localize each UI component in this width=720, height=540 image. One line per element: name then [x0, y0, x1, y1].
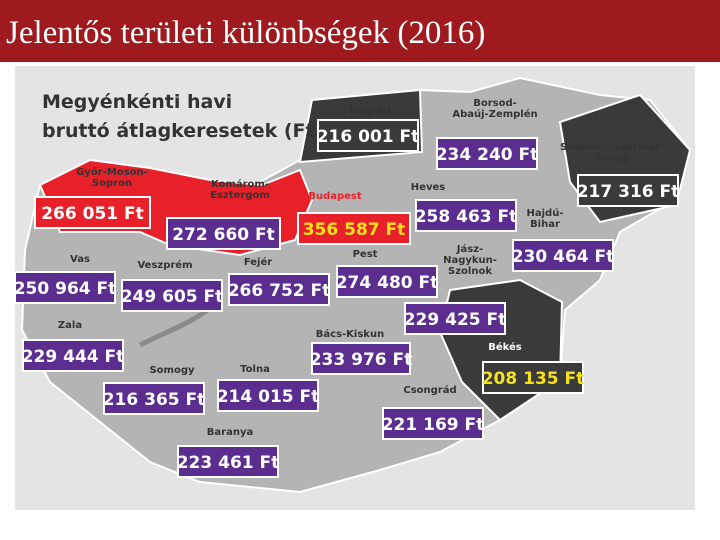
- region-name: Baranya: [207, 427, 253, 438]
- region-value: 229 425 Ft: [404, 310, 507, 330]
- region-value: 258 463 Ft: [415, 207, 518, 227]
- region-name: Veszprém: [137, 259, 192, 271]
- value-box: [512, 239, 614, 272]
- value-box: [382, 407, 484, 440]
- region-name: Nagykun-: [443, 255, 497, 266]
- value-box: [34, 196, 151, 229]
- region-name: Békés: [488, 341, 522, 353]
- region-value: 230 464 Ft: [512, 247, 615, 267]
- region-value: 217 316 Ft: [577, 182, 680, 202]
- region-name: Sopron: [92, 178, 132, 189]
- region-value: 221 169 Ft: [382, 415, 485, 435]
- region-name: Jász-: [456, 243, 483, 255]
- region-value: 356 587 Ft: [303, 220, 406, 240]
- region-name: Abaúj-Zemplén: [452, 108, 537, 120]
- region-name: Hajdú-: [527, 207, 564, 219]
- value-box: [121, 279, 223, 312]
- value-box: [217, 379, 319, 412]
- value-box: [415, 199, 517, 232]
- region-name: Győr-Moson-: [76, 166, 148, 178]
- title-bar: [0, 0, 720, 62]
- map-heading: bruttó átlagkeresetek (Ft): [42, 120, 323, 142]
- region-name: Fejér: [244, 256, 272, 268]
- value-box: [103, 382, 205, 415]
- value-box: [166, 217, 281, 250]
- region-name: Borsod-: [473, 98, 517, 109]
- region-name: Csongrád: [403, 384, 456, 396]
- region-value: 216 001 Ft: [317, 127, 420, 147]
- region-name: Zala: [58, 320, 82, 331]
- value-box: [404, 302, 506, 335]
- region-name: Vas: [70, 254, 90, 265]
- value-box: [482, 361, 584, 394]
- region-name: Bács-Kiskun: [316, 328, 384, 340]
- region-name: Bereg: [595, 153, 628, 164]
- region-name: Szabolcs-Szatmár-: [560, 141, 664, 153]
- value-box: [577, 174, 679, 207]
- value-box: [297, 212, 411, 245]
- region-value: 223 461 Ft: [177, 453, 280, 473]
- region-value: 234 240 Ft: [436, 145, 539, 165]
- region-value: 229 444 Ft: [22, 347, 125, 367]
- region-value: 208 135 Ft: [482, 369, 585, 389]
- region-name: Somogy: [149, 365, 195, 376]
- value-box: [311, 342, 411, 375]
- map-heading: Megyénkénti havi: [42, 91, 232, 113]
- region-name: Tolna: [240, 364, 270, 375]
- region-value: 250 964 Ft: [14, 279, 117, 299]
- slide-title: Jelentős területi különbségek (2016): [6, 15, 485, 51]
- region-name: Esztergom: [210, 190, 270, 201]
- region-name: Heves: [411, 182, 445, 193]
- region-name: Nógrád: [349, 105, 390, 117]
- region-name: Budapest: [308, 191, 362, 202]
- value-box: [317, 119, 419, 152]
- region-name: Pest: [353, 249, 378, 260]
- region-value: 249 605 Ft: [121, 287, 224, 307]
- region-name: Bihar: [530, 219, 560, 230]
- region-value: 216 365 Ft: [103, 390, 206, 410]
- region-value: 266 752 Ft: [228, 281, 331, 301]
- region-value: 266 051 Ft: [41, 204, 144, 224]
- value-box: [14, 271, 116, 304]
- value-box: [436, 137, 538, 170]
- region-value: 274 480 Ft: [336, 273, 439, 293]
- value-box: [336, 265, 438, 298]
- value-box: [228, 273, 330, 306]
- region-name: Komárom-: [211, 178, 269, 190]
- value-box: [177, 445, 279, 478]
- region-value: 214 015 Ft: [217, 387, 320, 407]
- region-name: Szolnok: [448, 266, 492, 277]
- region-value: 233 976 Ft: [310, 350, 413, 370]
- value-box: [22, 339, 124, 372]
- region-value: 272 660 Ft: [172, 225, 275, 245]
